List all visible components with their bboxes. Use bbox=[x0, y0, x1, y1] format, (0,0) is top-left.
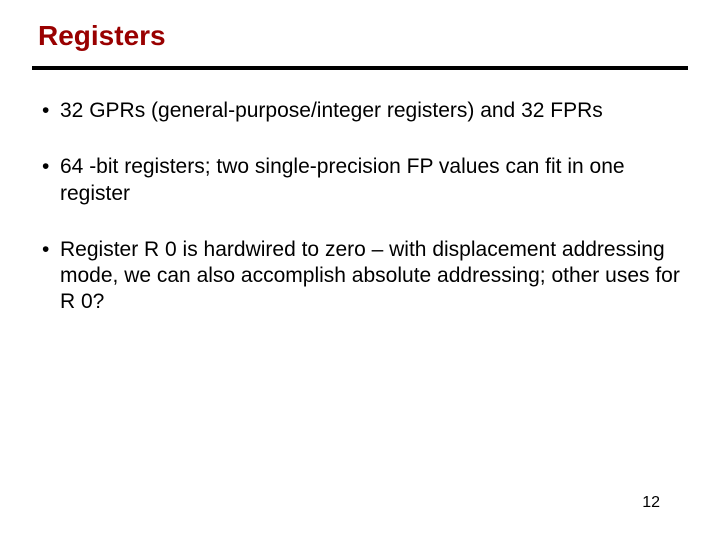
bullet-text: 32 GPRs (general-purpose/integer registe… bbox=[60, 99, 603, 122]
slide: Registers • 32 GPRs (general-purpose/int… bbox=[0, 0, 720, 540]
bullet-text: 64 -bit registers; two single-precision … bbox=[60, 155, 625, 204]
slide-title: Registers bbox=[32, 20, 688, 62]
bullet-icon: • bbox=[42, 98, 49, 124]
bullet-icon: • bbox=[42, 154, 49, 180]
list-item: • 32 GPRs (general-purpose/integer regis… bbox=[42, 98, 688, 124]
list-item: • 64 -bit registers; two single-precisio… bbox=[42, 154, 688, 207]
title-divider bbox=[32, 66, 688, 70]
list-item: • Register R 0 is hardwired to zero – wi… bbox=[42, 237, 688, 316]
bullet-icon: • bbox=[42, 237, 49, 263]
page-number: 12 bbox=[642, 494, 660, 512]
bullet-list: • 32 GPRs (general-purpose/integer regis… bbox=[32, 98, 688, 316]
bullet-text: Register R 0 is hardwired to zero – with… bbox=[60, 238, 680, 314]
